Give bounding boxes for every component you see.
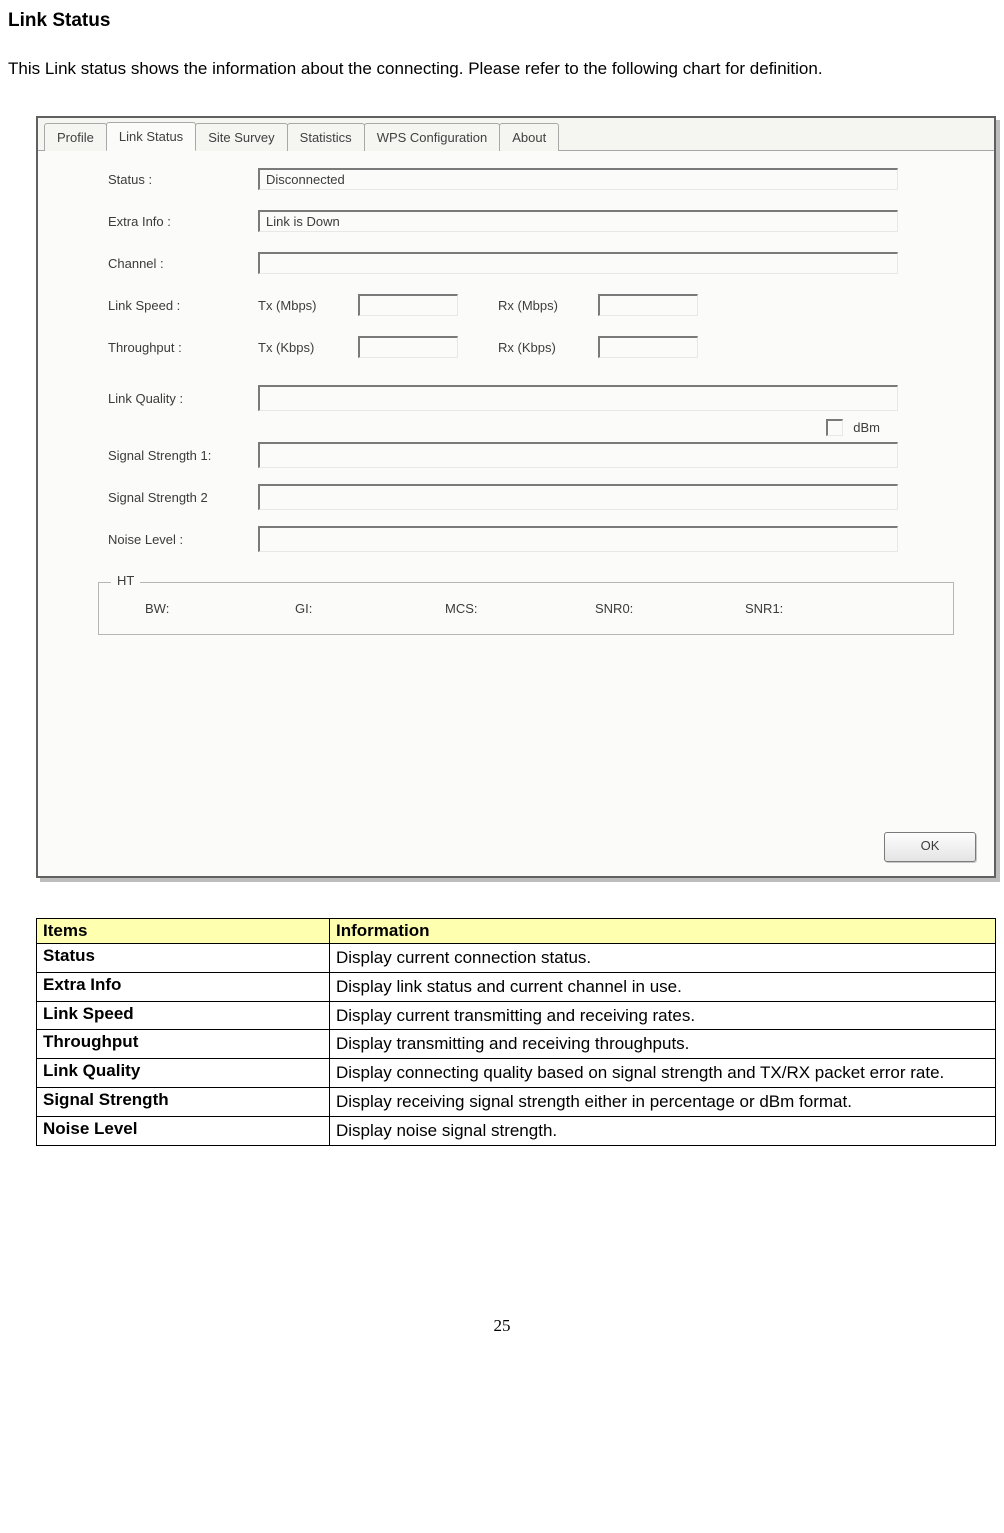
ok-button[interactable]: OK [884,832,976,862]
table-cell-info: Display current connection status. [330,944,996,973]
noise-level-bar [258,526,898,552]
ht-group-title: HT [111,573,140,588]
table-cell-info: Display noise signal strength. [330,1116,996,1145]
ht-snr1-label: SNR1: [745,601,895,616]
rx-kbps-field [598,336,698,358]
dialog-screenshot: ProfileLink StatusSite SurveyStatisticsW… [36,116,996,878]
table-cell-info: Display connecting quality based on sign… [330,1059,996,1088]
signal-strength-2-bar [258,484,898,510]
table-row: StatusDisplay current connection status. [37,944,996,973]
table-row: ThroughputDisplay transmitting and recei… [37,1030,996,1059]
signal-strength-1-label: Signal Strength 1: [108,448,258,463]
table-row: Signal StrengthDisplay receiving signal … [37,1087,996,1116]
rx-mbps-label: Rx (Mbps) [498,298,598,313]
signal-strength-2-label: Signal Strength 2 [108,490,258,505]
dbm-checkbox[interactable] [826,419,843,436]
table-row: Noise LevelDisplay noise signal strength… [37,1116,996,1145]
tab-panel-link-status: Status : Disconnected Extra Info : Link … [38,151,994,645]
table-cell-item: Noise Level [37,1116,330,1145]
table-cell-item: Status [37,944,330,973]
tx-kbps-label: Tx (Kbps) [258,340,358,355]
intro-paragraph: This Link status shows the information a… [8,52,996,86]
tab-site-survey[interactable]: Site Survey [195,123,287,151]
table-cell-info: Display link status and current channel … [330,972,996,1001]
tx-kbps-field [358,336,458,358]
table-cell-item: Throughput [37,1030,330,1059]
table-cell-item: Link Speed [37,1001,330,1030]
table-cell-item: Extra Info [37,972,330,1001]
tab-bar: ProfileLink StatusSite SurveyStatisticsW… [38,118,994,151]
tx-mbps-label: Tx (Mbps) [258,298,358,313]
table-cell-info: Display receiving signal strength either… [330,1087,996,1116]
signal-strength-1-bar [258,442,898,468]
tab-about[interactable]: About [499,123,559,151]
tx-mbps-field [358,294,458,316]
extra-info-field: Link is Down [258,210,898,232]
noise-level-label: Noise Level : [108,532,258,547]
throughput-label: Throughput : [108,340,258,355]
ht-bw-label: BW: [145,601,295,616]
table-row: Link SpeedDisplay current transmitting a… [37,1001,996,1030]
channel-field [258,252,898,274]
table-header-items: Items [37,919,330,944]
ht-snr0-label: SNR0: [595,601,745,616]
ht-mcs-label: MCS: [445,601,595,616]
status-field: Disconnected [258,168,898,190]
page-number: 25 [8,1316,996,1336]
extra-info-label: Extra Info : [108,214,258,229]
tab-link-status[interactable]: Link Status [106,122,196,151]
table-row: Link QualityDisplay connecting quality b… [37,1059,996,1088]
dbm-label: dBm [853,420,880,435]
rx-mbps-field [598,294,698,316]
tab-statistics[interactable]: Statistics [287,123,365,151]
table-cell-info: Display transmitting and receiving throu… [330,1030,996,1059]
table-header-information: Information [330,919,996,944]
ht-gi-label: GI: [295,601,445,616]
tab-wps-configuration[interactable]: WPS Configuration [364,123,501,151]
table-row: Extra InfoDisplay link status and curren… [37,972,996,1001]
channel-label: Channel : [108,256,258,271]
link-quality-label: Link Quality : [108,391,258,406]
ht-groupbox: HT BW: GI: MCS: SNR0: SNR1: [98,582,954,635]
section-heading: Link Status [8,10,996,32]
table-cell-item: Signal Strength [37,1087,330,1116]
status-label: Status : [108,172,258,187]
rx-kbps-label: Rx (Kbps) [498,340,598,355]
link-quality-bar [258,385,898,411]
link-speed-label: Link Speed : [108,298,258,313]
table-cell-info: Display current transmitting and receivi… [330,1001,996,1030]
table-cell-item: Link Quality [37,1059,330,1088]
definitions-table: Items Information StatusDisplay current … [36,918,996,1146]
tab-profile[interactable]: Profile [44,123,107,151]
